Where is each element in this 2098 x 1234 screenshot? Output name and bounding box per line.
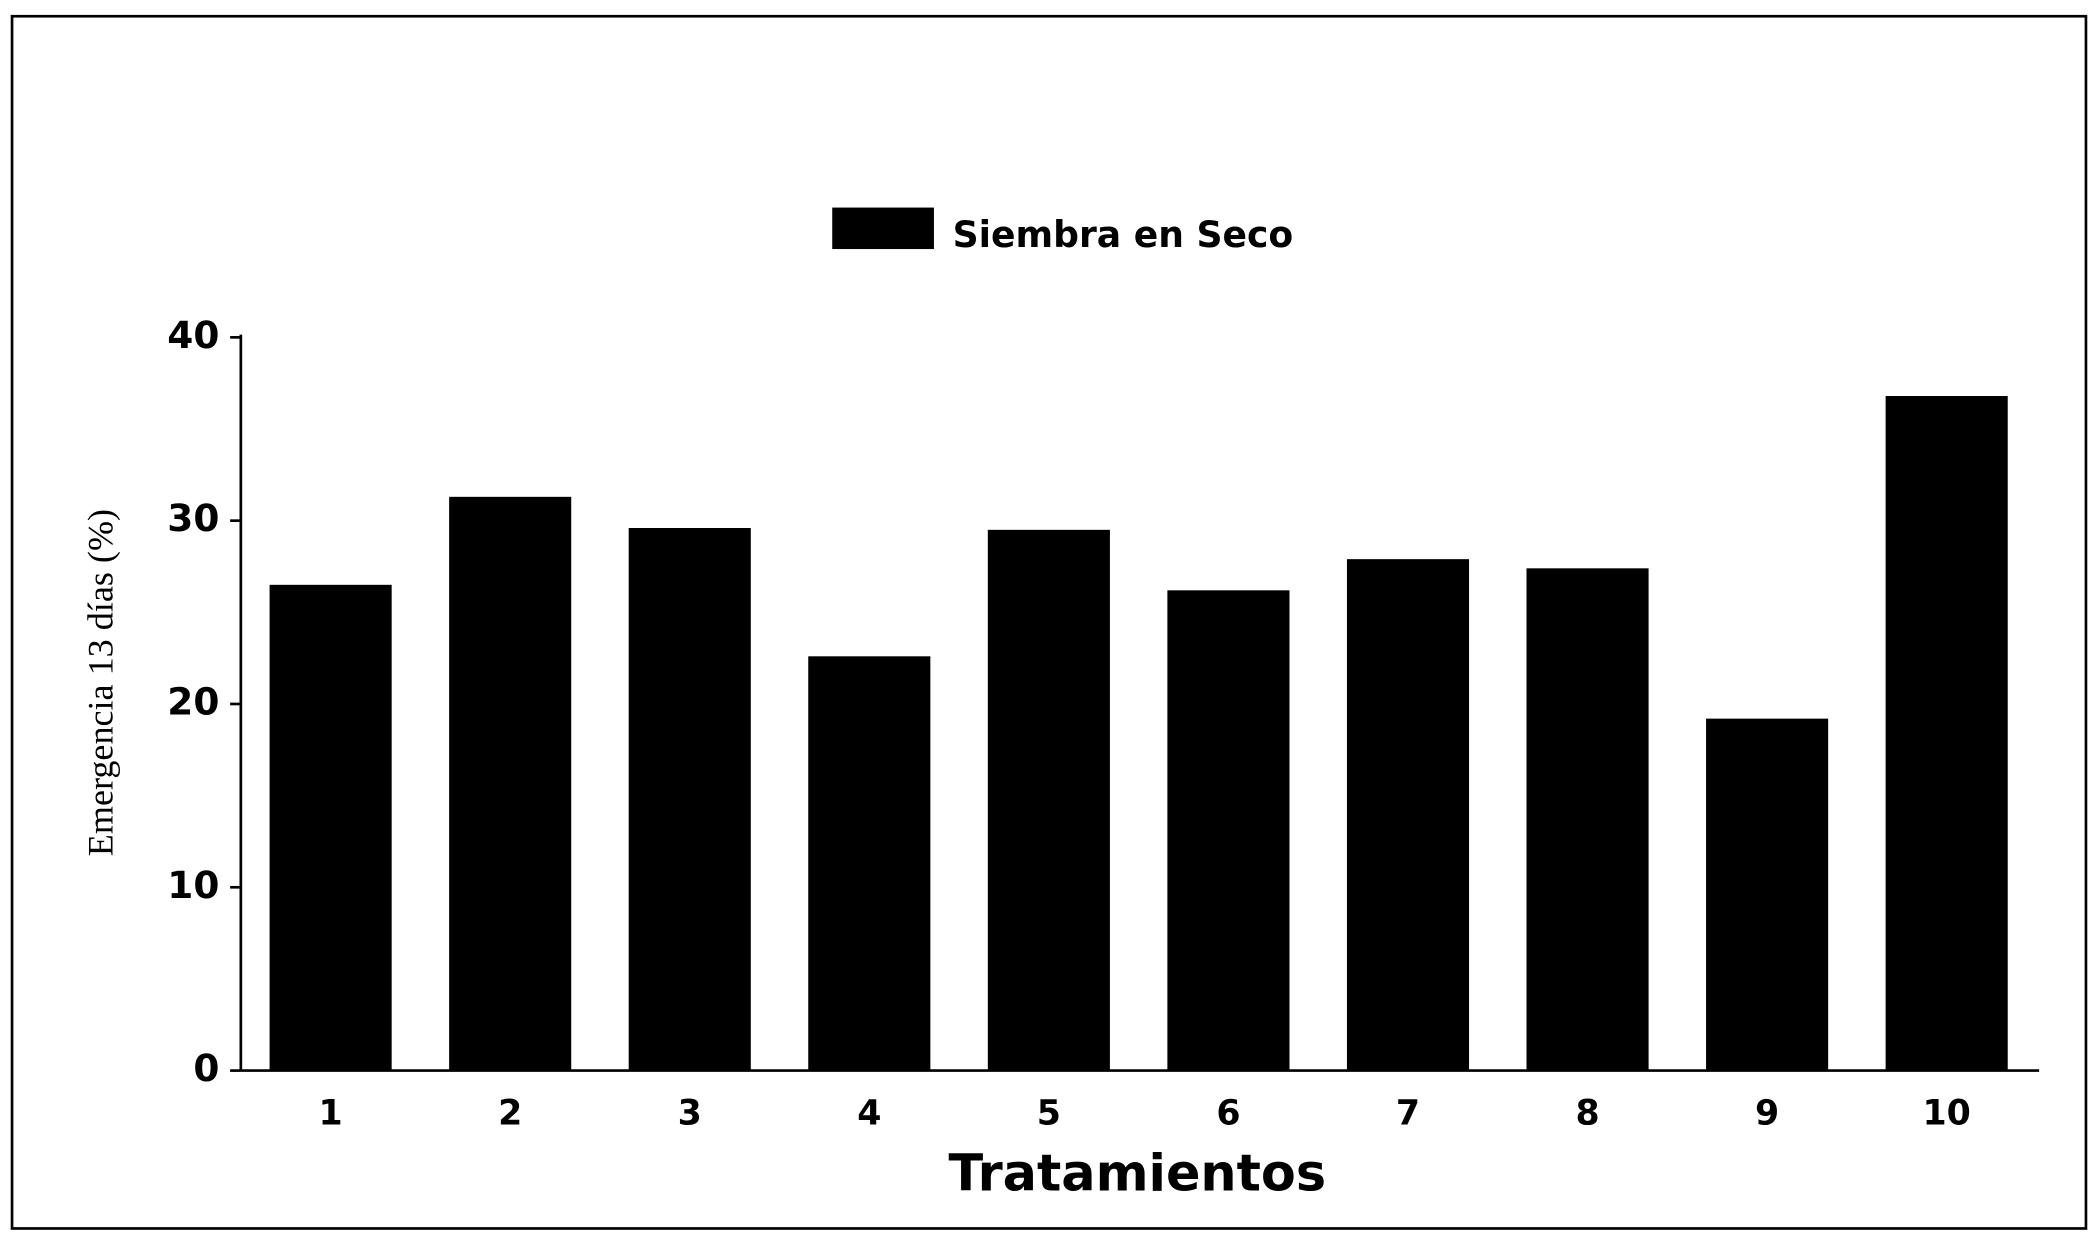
- x-axis-title: Tratamientos: [949, 1143, 1327, 1202]
- x-tick-label: 5: [1037, 1094, 1061, 1134]
- bar: [808, 656, 931, 1071]
- bar: [449, 496, 572, 1071]
- y-axis-title: Emergencia 13 días (%): [81, 509, 121, 856]
- bar: [628, 527, 751, 1071]
- x-tick-label: 1: [319, 1094, 343, 1134]
- y-tick-label: 40: [167, 313, 219, 357]
- y-tick-label: 30: [167, 496, 219, 540]
- bar: [1346, 559, 1470, 1071]
- x-tick-label: 3: [678, 1094, 702, 1134]
- x-tick-label: 4: [857, 1094, 881, 1134]
- y-tick-label: 20: [167, 679, 219, 723]
- x-tick-label: 8: [1575, 1094, 1599, 1134]
- frame: [10, 14, 2088, 1230]
- x-tick-label: 9: [1755, 1094, 1779, 1134]
- y-tick-label: 10: [167, 863, 219, 907]
- x-tick-label: 10: [1922, 1094, 1970, 1134]
- bar: [1167, 590, 1290, 1071]
- bar: [1706, 718, 1829, 1071]
- y-tick-label: 0: [193, 1046, 219, 1090]
- x-tick-label: 2: [498, 1094, 522, 1134]
- bar: [1885, 396, 2008, 1071]
- x-tick-label: 6: [1216, 1094, 1240, 1134]
- x-tick-label: 7: [1396, 1094, 1420, 1134]
- legend-swatch: [832, 207, 934, 250]
- bar: [269, 584, 392, 1071]
- bar: [987, 529, 1110, 1071]
- legend-label: Siembra en Seco: [953, 213, 1294, 256]
- bar: [1526, 568, 1649, 1071]
